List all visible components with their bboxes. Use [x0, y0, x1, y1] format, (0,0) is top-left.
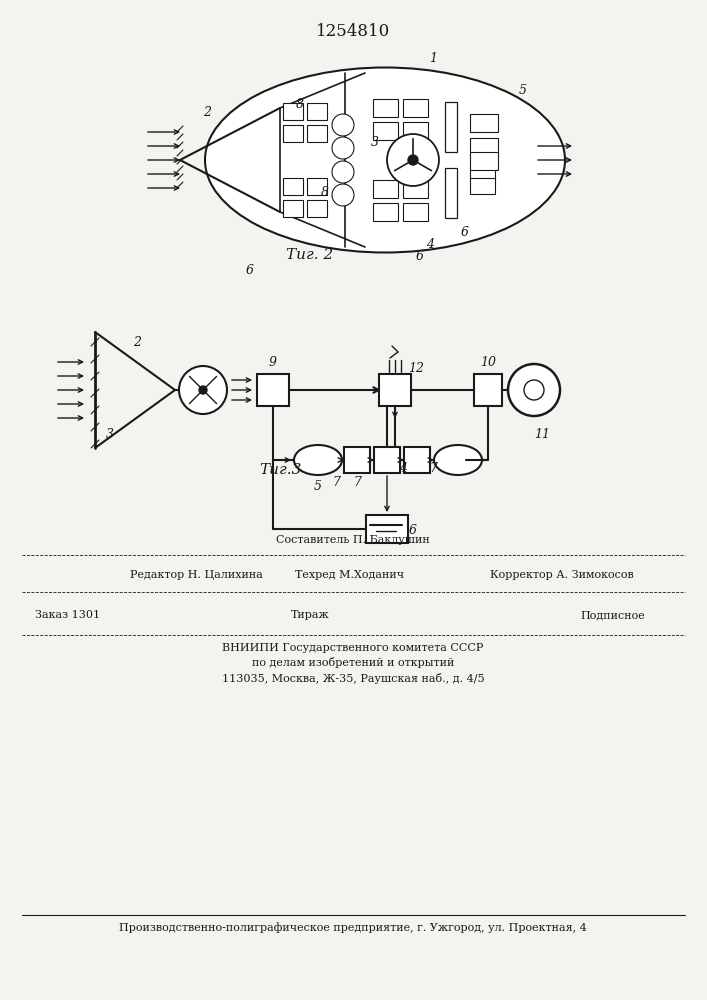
Bar	[307, 103, 327, 120]
Bar	[373, 122, 398, 140]
Circle shape	[199, 386, 207, 394]
Bar	[373, 180, 398, 198]
Text: Подписное: Подписное	[580, 610, 645, 620]
Bar	[307, 178, 327, 195]
Ellipse shape	[434, 445, 482, 475]
Bar	[374, 447, 400, 473]
Bar	[373, 203, 398, 221]
Text: 7: 7	[429, 462, 437, 475]
Bar	[470, 138, 498, 156]
Text: Τиг. 2: Τиг. 2	[286, 248, 334, 262]
Bar	[403, 203, 428, 221]
Circle shape	[332, 184, 354, 206]
Text: Техред М.Ходанич: Техред М.Ходанич	[295, 570, 404, 580]
Text: по делам изобретений и открытий: по делам изобретений и открытий	[252, 658, 454, 668]
Text: Редактор Н. Цалихина: Редактор Н. Цалихина	[130, 570, 263, 580]
Text: 8: 8	[296, 99, 304, 111]
Bar	[366, 515, 408, 543]
Text: 3: 3	[371, 135, 379, 148]
Text: ВНИИПИ Государственного комитета СССР: ВНИИПИ Государственного комитета СССР	[222, 643, 484, 653]
Text: 11: 11	[534, 428, 550, 442]
Bar	[445, 168, 457, 218]
Circle shape	[179, 366, 227, 414]
Circle shape	[332, 114, 354, 136]
Text: 6: 6	[461, 226, 469, 238]
Text: 8: 8	[321, 186, 329, 198]
Text: Τиг.3: Τиг.3	[259, 463, 301, 477]
Bar	[283, 103, 303, 120]
Bar	[470, 114, 498, 132]
Text: Заказ 1301: Заказ 1301	[35, 610, 100, 620]
Text: 5: 5	[314, 480, 322, 492]
Text: 113035, Москва, Ж-35, Раушская наб., д. 4/5: 113035, Москва, Ж-35, Раушская наб., д. …	[222, 672, 484, 684]
Bar	[257, 374, 289, 406]
Text: 7: 7	[332, 476, 340, 488]
Text: Производственно-полиграфическое предприятие, г. Ужгород, ул. Проектная, 4: Производственно-полиграфическое предприя…	[119, 923, 587, 933]
Bar	[283, 125, 303, 142]
Text: 3: 3	[106, 428, 114, 442]
Text: 2: 2	[133, 336, 141, 349]
Text: 1254810: 1254810	[316, 23, 390, 40]
Bar	[403, 122, 428, 140]
Circle shape	[387, 134, 439, 186]
Text: 6: 6	[416, 250, 424, 263]
Bar	[404, 447, 430, 473]
Bar	[379, 374, 411, 406]
Text: 10: 10	[480, 356, 496, 368]
Circle shape	[332, 137, 354, 159]
Bar	[470, 152, 498, 170]
Text: 6: 6	[246, 263, 254, 276]
Text: 1: 1	[429, 51, 437, 64]
Text: 7: 7	[353, 476, 361, 488]
Bar	[470, 178, 495, 194]
Bar	[474, 374, 502, 406]
Bar	[283, 178, 303, 195]
Text: 4: 4	[426, 238, 434, 251]
Circle shape	[332, 161, 354, 183]
Ellipse shape	[205, 68, 565, 252]
Text: 5: 5	[519, 84, 527, 97]
Bar	[307, 125, 327, 142]
Bar	[307, 200, 327, 217]
Bar	[283, 200, 303, 217]
Circle shape	[508, 364, 560, 416]
Text: 2: 2	[203, 105, 211, 118]
Text: Составитель П. Баклушин: Составитель П. Баклушин	[276, 535, 430, 545]
Circle shape	[408, 155, 418, 165]
Bar	[445, 102, 457, 152]
Text: Тираж: Тираж	[291, 610, 329, 620]
Text: 12: 12	[408, 361, 424, 374]
Ellipse shape	[294, 445, 342, 475]
Bar	[344, 447, 370, 473]
Bar	[403, 180, 428, 198]
Bar	[403, 99, 428, 117]
Text: 6: 6	[409, 524, 417, 538]
Text: 9: 9	[269, 356, 277, 368]
Bar	[373, 99, 398, 117]
Text: Корректор А. Зимокосов: Корректор А. Зимокосов	[490, 570, 633, 580]
Bar	[470, 166, 495, 182]
Circle shape	[524, 380, 544, 400]
Text: 4: 4	[399, 462, 407, 475]
